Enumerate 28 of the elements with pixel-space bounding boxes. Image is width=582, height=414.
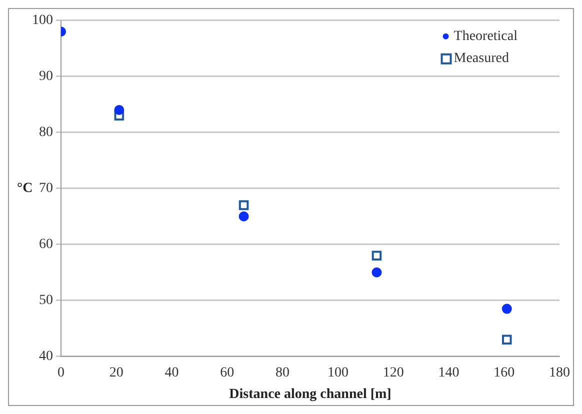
legend-label: Theoretical: [454, 29, 518, 44]
x-tick-label: 180: [549, 365, 570, 380]
legend-label: Measured: [454, 51, 509, 66]
x-tick-label: 0: [58, 365, 64, 380]
x-tick-label: 80: [276, 365, 290, 380]
x-tick-label: 20: [109, 365, 124, 380]
point: [502, 334, 512, 344]
y-tick-label: 90: [39, 69, 53, 84]
point: [502, 304, 512, 314]
x-tick-label: 40: [164, 365, 179, 380]
x-tick-label: 140: [438, 365, 460, 380]
x-tick-label: 100: [327, 365, 348, 380]
x-tick-label: 120: [382, 365, 404, 380]
point: [238, 200, 249, 210]
x-tick-label: 60: [220, 365, 234, 380]
point: [114, 105, 124, 115]
point: [372, 250, 382, 260]
y-tick-label: 60: [39, 237, 53, 252]
x-axis-title: Distance along channel [m]: [229, 387, 392, 402]
y-tick-label: 80: [39, 125, 53, 140]
point: [372, 267, 382, 278]
y-tick-label: 100: [32, 13, 53, 28]
y-tick-label: 70: [39, 181, 53, 196]
y-tick-label: 50: [39, 293, 53, 308]
point: [238, 211, 249, 222]
y-tick-label: 40: [39, 349, 53, 364]
x-tick-label: 160: [494, 365, 515, 380]
y-axis-title: °C: [17, 181, 33, 196]
